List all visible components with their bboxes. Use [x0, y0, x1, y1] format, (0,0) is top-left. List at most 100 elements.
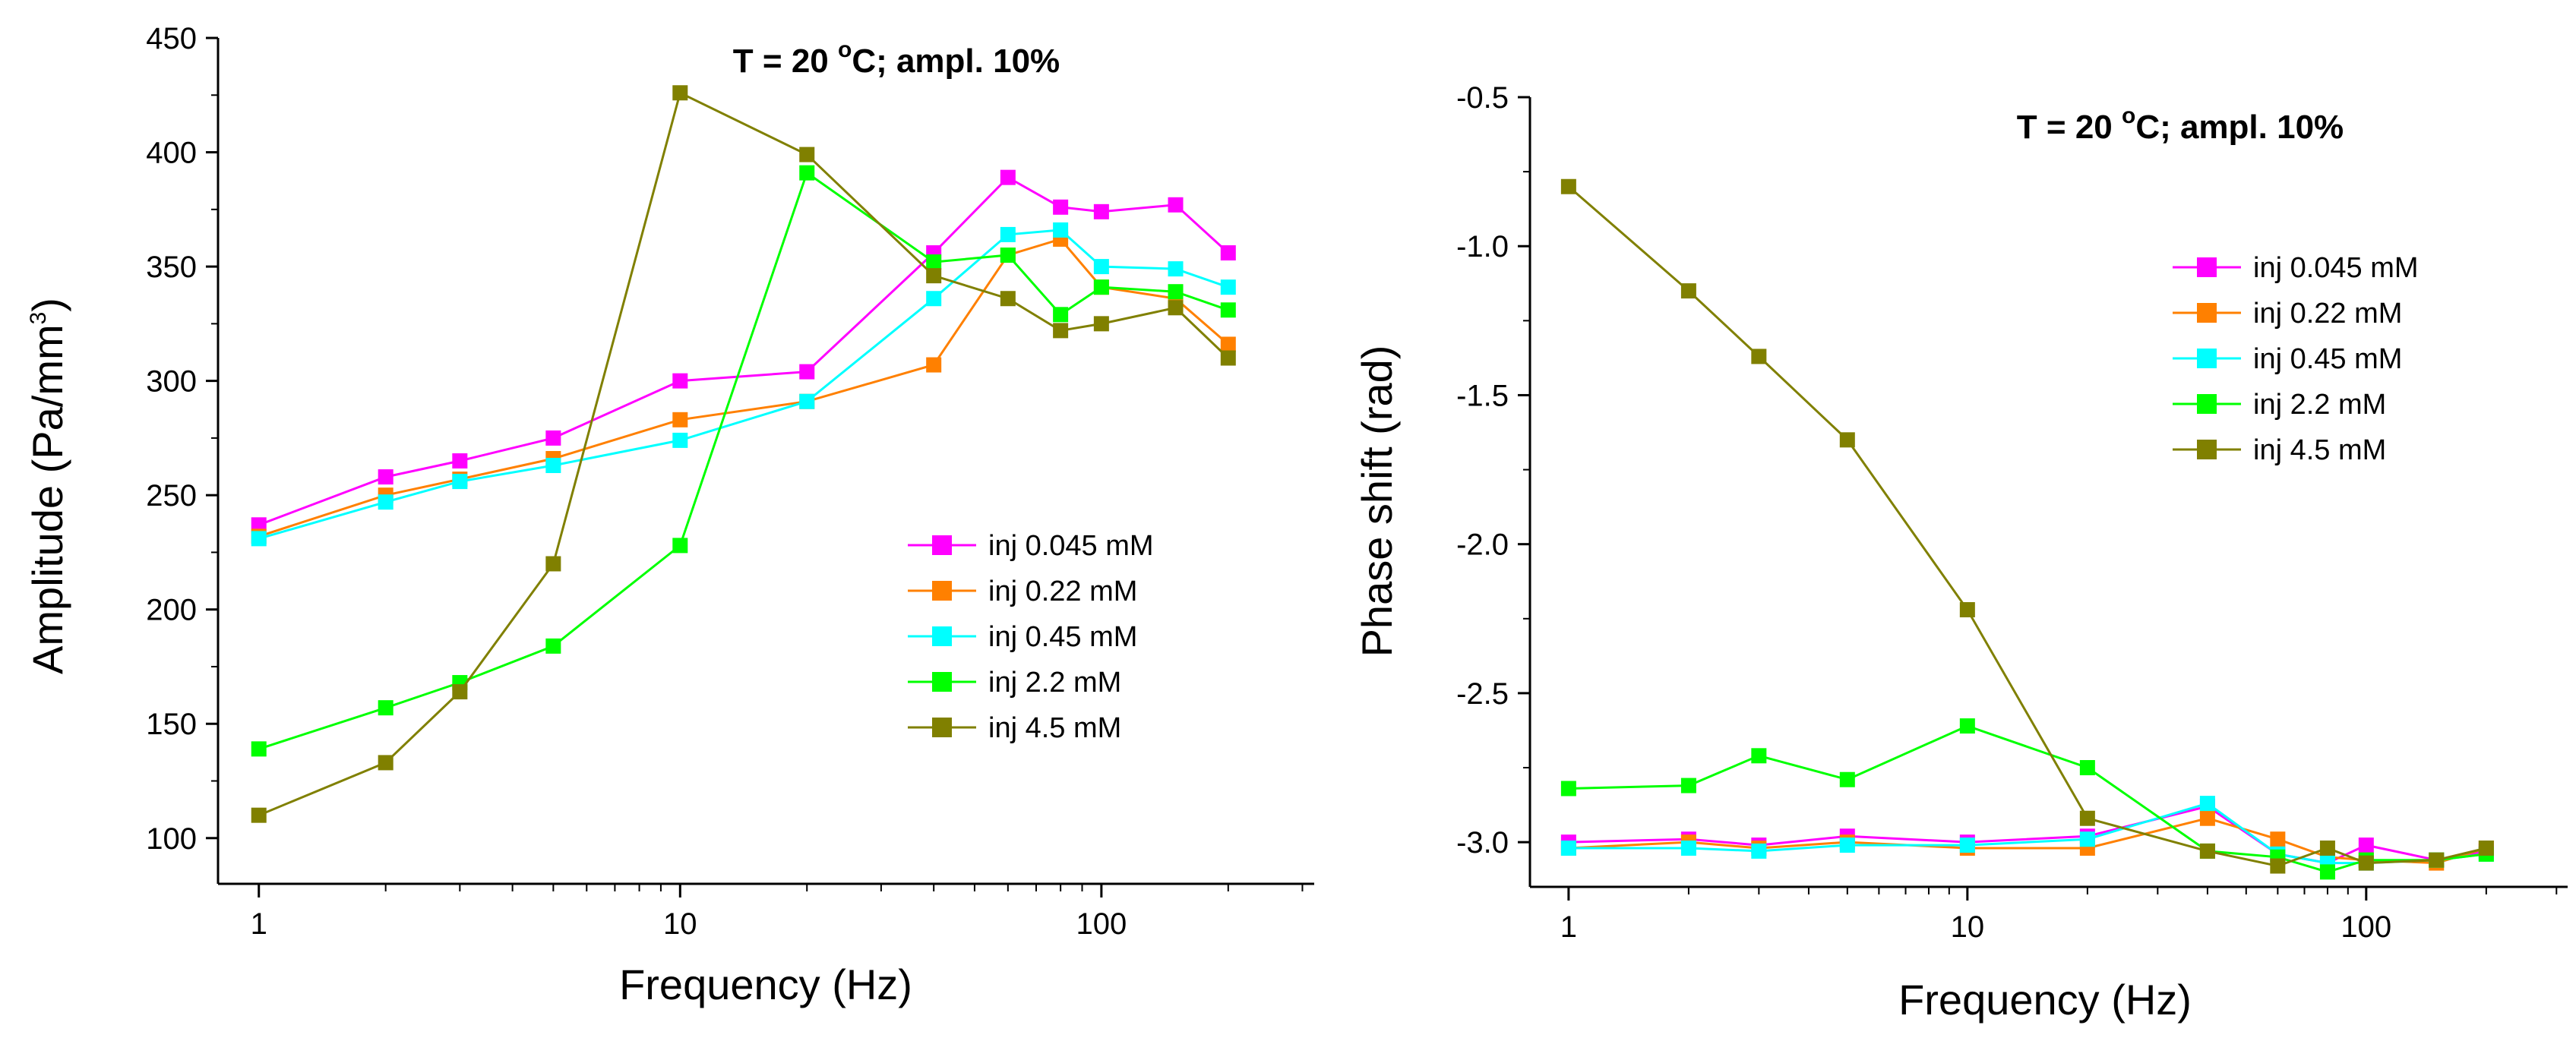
- amplitude-plot-area: 100 150 200 250 300 350 400 450 1 10 100: [146, 22, 1314, 941]
- phase-data-point: [1680, 778, 1696, 793]
- phase-data-point: [2270, 858, 2286, 874]
- amplitude-legend-marker: [932, 718, 952, 737]
- amplitude-data-point: [545, 556, 561, 572]
- amplitude-series-line-0: [258, 175, 1229, 526]
- phase-legend: inj 0.045 mM inj 0.22 mM inj 0.45 mM inj 2.…: [2173, 252, 2419, 466]
- phase-data-point: [2199, 796, 2215, 812]
- phase-y-tick-label: -2.0: [1456, 528, 1509, 562]
- amplitude-data-point: [1053, 222, 1069, 238]
- phase-data-point: [1839, 432, 1855, 448]
- amplitude-data-point: [1220, 302, 1236, 318]
- amplitude-legend-marker: [932, 581, 952, 601]
- amplitude-data-point: [672, 412, 688, 427]
- amplitude-x-tick-label: 1: [251, 907, 267, 941]
- phase-chart-title: T = 20 oC; ampl. 10%: [2017, 103, 2344, 146]
- amplitude-data-point: [1168, 284, 1184, 300]
- amplitude-legend: inj 0.045 mM inj 0.22 mM inj 0.45 mM inj 2.…: [908, 530, 1154, 744]
- amplitude-legend-label: inj 4.5 mM: [988, 712, 1121, 744]
- phase-data-point: [1959, 602, 1975, 618]
- amplitude-series-line-2: [258, 229, 1229, 540]
- amplitude-data-point: [452, 474, 468, 490]
- phase-legend-marker: [2197, 303, 2217, 323]
- amplitude-data-point: [1168, 261, 1184, 277]
- phase-y-tick-label: -1.5: [1456, 379, 1509, 412]
- amplitude-x-tick-label: 100: [1076, 907, 1127, 941]
- amplitude-y-tick-label: 300: [146, 365, 197, 399]
- phase-data-point: [2319, 864, 2335, 880]
- phase-y-tick-label: -0.5: [1456, 81, 1509, 115]
- phase-data-point: [1959, 838, 1975, 853]
- phase-legend-label: inj 0.045 mM: [2253, 252, 2419, 284]
- amplitude-y-tick-label: 250: [146, 479, 197, 513]
- amplitude-data-point: [251, 741, 267, 757]
- amplitude-y-tick-label: 100: [146, 822, 197, 856]
- amplitude-legend-label: inj 0.45 mM: [988, 621, 1137, 653]
- amplitude-data-point: [251, 531, 267, 547]
- amplitude-data-point: [545, 458, 561, 474]
- phase-x-axis-title: Frequency (Hz): [1898, 976, 2192, 1024]
- amplitude-legend-label: inj 2.2 mM: [988, 667, 1121, 699]
- amplitude-data-point: [1093, 279, 1109, 295]
- amplitude-data-point: [672, 538, 688, 554]
- phase-legend-marker: [2197, 257, 2217, 277]
- phase-legend-label: inj 4.5 mM: [2253, 434, 2386, 466]
- phase-data-point: [2079, 831, 2095, 847]
- amplitude-legend-label: inj 0.045 mM: [988, 530, 1154, 562]
- phase-data-point: [1680, 840, 1696, 856]
- amplitude-data-point: [1053, 307, 1069, 323]
- amplitude-data-point: [926, 357, 942, 373]
- phase-y-tick-label: -2.5: [1456, 677, 1509, 711]
- phase-series-line-3: [1568, 724, 2486, 873]
- phase-y-tick-label: -1.0: [1456, 230, 1509, 263]
- phase-x-tick-label: 1: [1560, 910, 1577, 944]
- amplitude-series-line-3: [258, 171, 1229, 750]
- phase-data-point: [1751, 349, 1767, 364]
- amplitude-legend-marker: [932, 626, 952, 646]
- amplitude-data-point: [1093, 259, 1109, 275]
- phase-legend-label: inj 0.22 mM: [2253, 298, 2402, 330]
- phase-data-point: [2429, 852, 2445, 868]
- amplitude-data-point: [1000, 291, 1016, 307]
- amplitude-data-point: [799, 147, 815, 162]
- amplitude-data-point: [799, 364, 815, 380]
- amplitude-data-point: [378, 755, 394, 771]
- amplitude-data-point: [452, 684, 468, 700]
- amplitude-chart-title: T = 20 oC; ampl. 10%: [733, 37, 1060, 80]
- amplitude-data-point: [378, 469, 394, 485]
- phase-legend-marker: [2197, 394, 2217, 414]
- amplitude-series-line-1: [258, 238, 1229, 538]
- amplitude-data-point: [1220, 350, 1236, 366]
- amplitude-data-point: [1000, 248, 1016, 263]
- amplitude-data-point: [378, 494, 394, 510]
- phase-data-point: [1560, 781, 1576, 797]
- phase-y-tick-label: -3.0: [1456, 826, 1509, 860]
- phase-y-axis-title: Phase shift (rad): [1353, 345, 1401, 658]
- phase-legend-label: inj 2.2 mM: [2253, 389, 2386, 421]
- amplitude-data-point: [926, 268, 942, 284]
- amplitude-data-point: [378, 700, 394, 716]
- phase-x-tick-label: 100: [2341, 910, 2391, 944]
- phase-data-point: [2079, 760, 2095, 776]
- amplitude-series-line-4: [258, 91, 1229, 817]
- phase-data-point: [1839, 771, 1855, 787]
- phase-legend-marker: [2197, 440, 2217, 459]
- amplitude-data-point: [672, 85, 688, 101]
- amplitude-data-point: [1053, 323, 1069, 339]
- phase-data-point: [1680, 283, 1696, 299]
- amplitude-data-point: [672, 432, 688, 448]
- phase-data-point: [2199, 843, 2215, 859]
- phase-data-point: [2319, 840, 2335, 856]
- amplitude-data-point: [799, 393, 815, 409]
- phase-data-point: [1560, 178, 1576, 194]
- amplitude-legend-label: inj 0.22 mM: [988, 576, 1137, 607]
- phase-series-line-4: [1567, 185, 2487, 868]
- phase-data-point: [1959, 718, 1975, 734]
- amplitude-data-point: [926, 291, 942, 307]
- phase-x-tick-label: 10: [1951, 910, 1985, 944]
- phase-data-point: [1751, 843, 1767, 859]
- amplitude-x-tick-label: 10: [663, 907, 697, 941]
- phase-data-point: [2270, 831, 2286, 847]
- amplitude-legend-marker: [932, 672, 952, 692]
- amplitude-data-point: [1053, 199, 1069, 215]
